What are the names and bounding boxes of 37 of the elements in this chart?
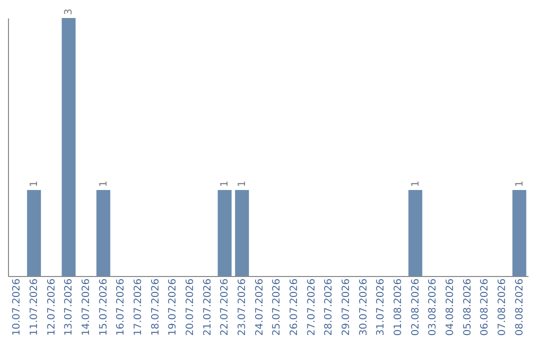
data-label: 1 <box>237 180 248 187</box>
x-tick-label: 19.07.2026 <box>168 278 179 336</box>
x-tick-label: 06.08.2026 <box>480 278 491 336</box>
data-label: 1 <box>29 180 40 187</box>
x-tick-label: 23.07.2026 <box>237 278 248 336</box>
x-tick-label: 04.08.2026 <box>445 278 456 336</box>
data-label: 1 <box>410 180 422 187</box>
x-tick-label: 18.07.2026 <box>150 278 162 336</box>
x-tick-label: 10.07.2026 <box>12 278 23 336</box>
x-tick-label: 05.08.2026 <box>462 278 474 336</box>
x-tick-label: 17.07.2026 <box>133 278 144 336</box>
x-tick-label: 22.07.2026 <box>220 278 231 336</box>
x-tick-label: 03.08.2026 <box>428 278 439 336</box>
x-tick-label: 13.07.2026 <box>64 278 75 336</box>
data-label: 1 <box>98 180 110 187</box>
x-tick-label: 11.07.2026 <box>29 278 40 336</box>
x-tick-label: 02.08.2026 <box>410 278 422 336</box>
x-tick-label: 21.07.2026 <box>202 278 214 336</box>
x-tick-label: 16.07.2026 <box>116 278 127 336</box>
x-tick-label: 30.07.2026 <box>358 278 370 336</box>
x-tick-label: 28.07.2026 <box>324 278 335 336</box>
x-tick-label: 07.08.2026 <box>497 278 508 336</box>
data-label: 1 <box>220 180 231 187</box>
x-tick-label: 31.07.2026 <box>376 278 387 336</box>
x-tick-label: 12.07.2026 <box>46 278 58 336</box>
x-tick-label: 01.08.2026 <box>393 278 404 336</box>
x-tick-label: 14.07.2026 <box>81 278 92 336</box>
x-tick-label: 25.07.2026 <box>272 278 283 336</box>
x-tick-label: 15.07.2026 <box>98 278 110 336</box>
x-tick-label: 08.08.2026 <box>514 278 526 336</box>
x-tick-label: 26.07.2026 <box>289 278 300 336</box>
x-tick-label: 27.07.2026 <box>306 278 318 336</box>
x-tick-label: 20.07.2026 <box>185 278 196 336</box>
data-label: 1 <box>514 180 526 187</box>
x-tick-label: 29.07.2026 <box>341 278 352 336</box>
data-label: 3 <box>64 8 75 15</box>
x-tick-label: 24.07.2026 <box>254 278 266 336</box>
